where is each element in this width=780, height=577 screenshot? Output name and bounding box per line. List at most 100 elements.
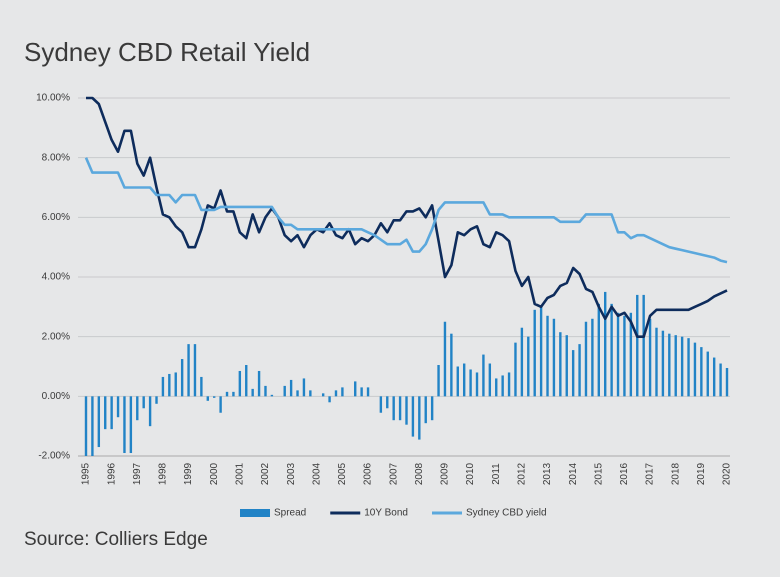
bar <box>700 347 703 397</box>
x-tick-label: 2010 <box>465 462 476 485</box>
bar <box>360 387 363 397</box>
bar <box>629 312 633 397</box>
x-tick-label: 2016 <box>619 462 630 485</box>
x-tick-label: 1995 <box>81 462 92 485</box>
bar <box>616 312 620 397</box>
bar <box>520 327 524 397</box>
x-tick-label: 2019 <box>696 462 707 485</box>
x-tick-label: 2012 <box>517 462 528 485</box>
bar <box>97 396 101 448</box>
bar <box>604 291 607 397</box>
bar <box>328 396 331 403</box>
bar <box>148 396 152 427</box>
bar <box>206 396 209 401</box>
bar <box>418 396 421 440</box>
x-tick-label: 1998 <box>158 462 169 485</box>
bar <box>136 396 139 421</box>
bar <box>321 393 325 397</box>
x-tick-label: 1999 <box>183 462 194 485</box>
bar <box>180 359 184 397</box>
y-tick-label: -2.00% <box>38 451 70 462</box>
y-tick-label: 2.00% <box>42 331 70 342</box>
bar <box>571 350 575 397</box>
y-tick-label: 0.00% <box>42 391 70 402</box>
x-tick-label: 2009 <box>440 462 451 485</box>
bar <box>334 390 338 397</box>
bar <box>296 390 299 397</box>
legend-swatch <box>240 509 270 517</box>
x-tick-label: 2017 <box>645 462 656 485</box>
bar <box>379 396 383 413</box>
bar <box>712 357 716 397</box>
bar <box>482 354 485 397</box>
bar <box>187 344 190 397</box>
x-tick-label: 2014 <box>568 462 579 485</box>
bar <box>302 378 306 397</box>
x-tick-label: 2003 <box>286 462 297 485</box>
bar <box>546 315 549 397</box>
bar <box>129 396 133 454</box>
x-tick-label: 2001 <box>234 462 245 485</box>
y-tick-label: 8.00% <box>42 152 70 163</box>
source: Source: Colliers Edge <box>24 529 208 550</box>
bar <box>238 370 242 397</box>
bar <box>354 381 357 397</box>
y-tick-label: 10.00% <box>36 93 70 104</box>
bar <box>398 396 402 421</box>
bar <box>648 318 652 397</box>
bar <box>450 333 453 397</box>
bar <box>116 396 120 418</box>
x-tick-label: 2011 <box>491 463 502 485</box>
bar <box>597 303 600 397</box>
bar <box>283 385 286 397</box>
x-tick-label: 2020 <box>722 462 733 485</box>
bar <box>366 387 370 397</box>
bar <box>475 372 479 397</box>
bar <box>225 391 229 397</box>
bar <box>309 390 312 397</box>
line <box>84 157 728 264</box>
x-tick-label: 2006 <box>363 462 374 485</box>
bar <box>552 318 556 397</box>
bar <box>155 396 158 404</box>
bar <box>642 294 645 397</box>
x-tick-label: 2018 <box>670 462 681 485</box>
bar <box>655 327 658 397</box>
bar <box>668 333 671 397</box>
bar <box>706 351 709 397</box>
bar <box>411 396 415 437</box>
bar <box>469 369 472 397</box>
x-tick-label: 2005 <box>337 462 348 485</box>
bar <box>437 365 440 397</box>
bar <box>264 385 267 397</box>
bar <box>680 336 684 397</box>
bar <box>289 379 293 397</box>
x-tick-label: 2002 <box>260 462 271 485</box>
bar <box>257 370 261 397</box>
bar <box>430 396 434 421</box>
bar <box>123 396 126 454</box>
bar <box>693 342 697 397</box>
legend-label: 10Y Bond <box>364 508 408 519</box>
x-tick-label: 2004 <box>311 462 322 485</box>
y-tick-label: 6.00% <box>42 212 70 223</box>
bar <box>527 336 530 397</box>
bar <box>565 335 568 397</box>
bar <box>591 318 594 397</box>
x-tick-label: 2000 <box>209 462 220 485</box>
bar <box>161 376 165 397</box>
bar <box>539 306 543 397</box>
legend-label: Sydney CBD yield <box>466 508 547 519</box>
bar <box>507 372 511 397</box>
bar <box>270 394 274 397</box>
bar <box>488 363 492 397</box>
bar <box>110 396 113 430</box>
bar <box>533 309 536 397</box>
bar <box>443 321 447 397</box>
bar <box>200 376 203 397</box>
bar <box>725 367 729 397</box>
x-tick-label: 2015 <box>593 462 604 485</box>
bar <box>462 363 466 397</box>
x-tick-label: 2007 <box>388 462 399 485</box>
bar <box>386 396 389 409</box>
